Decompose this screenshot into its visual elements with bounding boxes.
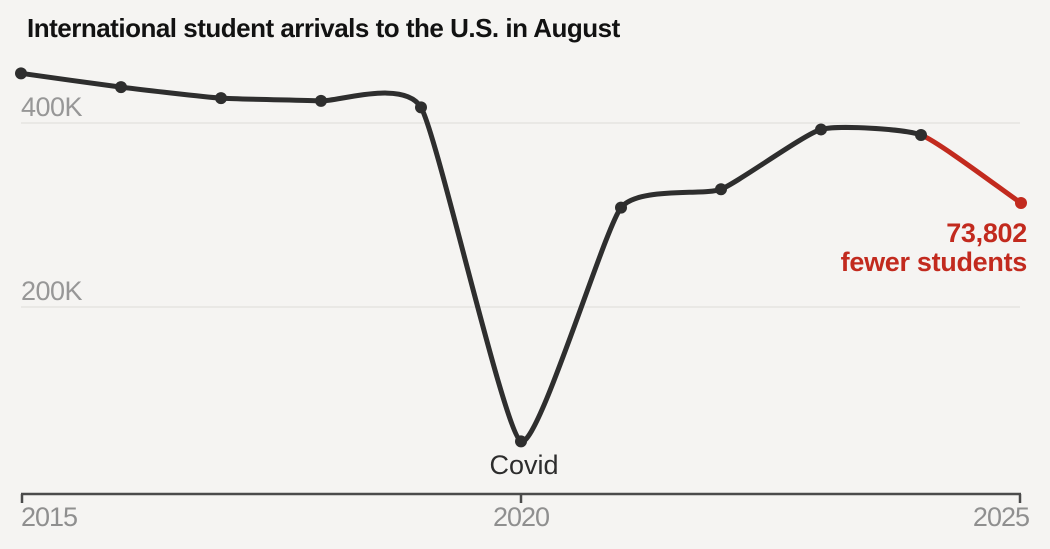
x-axis-label-2025: 2025: [972, 502, 1030, 532]
drop-annotation: 73,802 fewer students: [840, 218, 1028, 277]
drop-annotation-value: 73,802: [946, 218, 1027, 248]
x-axis-label-2015: 2015: [21, 502, 78, 532]
chart-title: International student arrivals to the U.…: [27, 13, 620, 43]
y-axis-label-400k: 400K: [21, 92, 83, 122]
covid-annotation: Covid: [489, 450, 559, 480]
drop-annotation-caption: fewer students: [840, 247, 1028, 277]
y-axis-label-200k: 200K: [21, 276, 83, 306]
x-axis-label-2020: 2020: [492, 502, 550, 532]
